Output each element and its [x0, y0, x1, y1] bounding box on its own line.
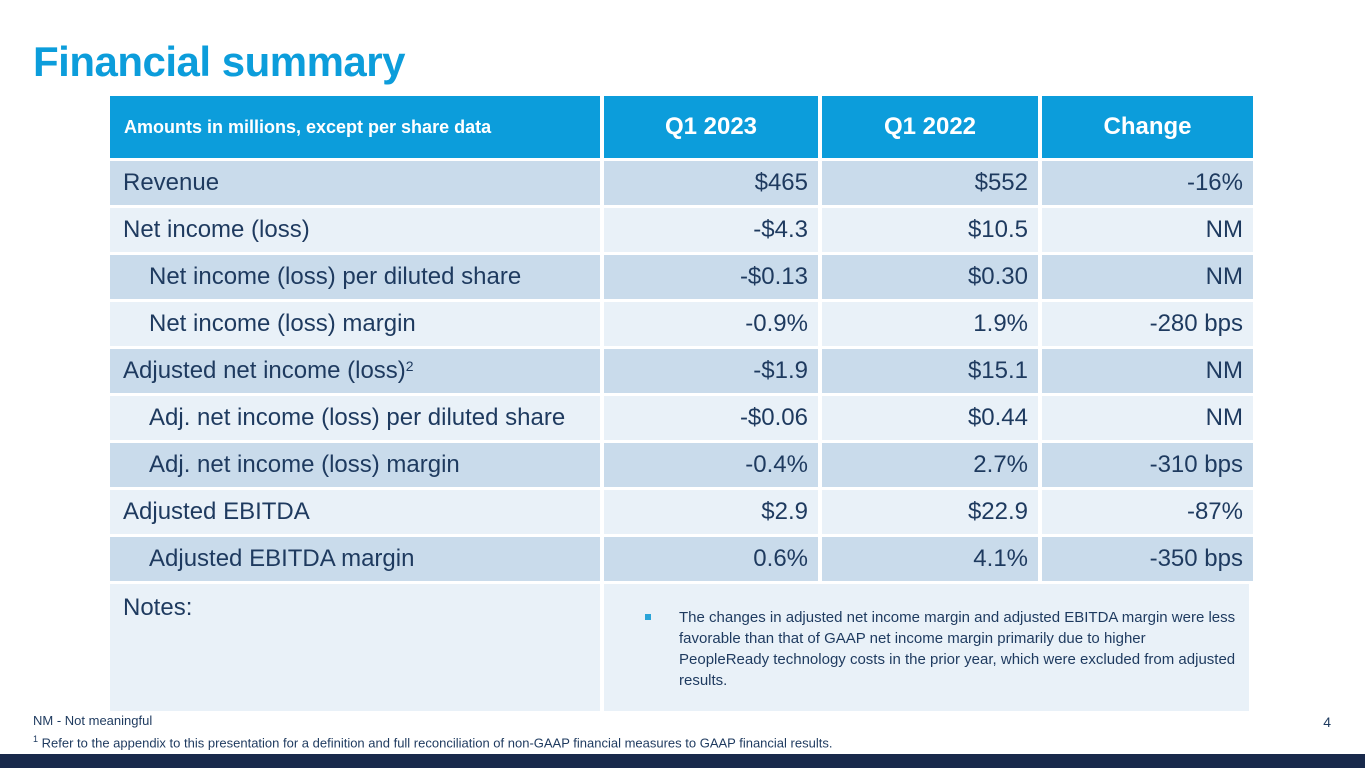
row-value-q1-2023: $2.9	[604, 490, 818, 534]
header-col-q1-2022: Q1 2022	[822, 96, 1038, 158]
table-notes-row: Notes: The changes in adjusted net incom…	[110, 584, 1253, 711]
row-value-q1-2023: -$0.06	[604, 396, 818, 440]
row-value-change: -280 bps	[1042, 302, 1253, 346]
row-value-q1-2022: 1.9%	[822, 302, 1038, 346]
nm-definition: NM - Not meaningful	[33, 713, 153, 728]
table-row-revenue: Revenue $465 $552 -16%	[110, 161, 1253, 205]
footnote-marker: 1	[33, 734, 39, 744]
row-value-change: NM	[1042, 396, 1253, 440]
row-label: Adjusted net income (loss)	[123, 357, 406, 384]
row-value-q1-2023: $465	[604, 161, 818, 205]
row-label: Adj. net income (loss) margin	[149, 451, 460, 478]
row-label: Net income (loss) margin	[149, 310, 416, 337]
header-col-change: Change	[1042, 96, 1253, 158]
row-value-q1-2023: -0.9%	[604, 302, 818, 346]
row-value-change: -87%	[1042, 490, 1253, 534]
row-value-q1-2023: -$4.3	[604, 208, 818, 252]
table-row-adjusted-ebitda-margin: Adjusted EBITDA margin 0.6% 4.1% -350 bp…	[110, 537, 1253, 581]
table-row-net-income: Net income (loss) -$4.3 $10.5 NM	[110, 208, 1253, 252]
row-label: Revenue	[123, 169, 220, 196]
table-header-row: Amounts in millions, except per share da…	[110, 96, 1253, 158]
page-title: Financial summary	[33, 38, 405, 85]
row-value-change: -350 bps	[1042, 537, 1253, 581]
gaap-footnote: 1 Refer to the appendix to this presenta…	[33, 734, 833, 751]
row-value-q1-2022: 2.7%	[822, 443, 1038, 487]
footnote-marker: 2	[405, 358, 414, 374]
row-value-change: NM	[1042, 255, 1253, 299]
header-amounts-label: Amounts in millions, except per share da…	[110, 96, 600, 158]
note-text: The changes in adjusted net income margi…	[679, 609, 1236, 689]
row-value-change: -16%	[1042, 161, 1253, 205]
table-row-adj-net-income-margin: Adj. net income (loss) margin -0.4% 2.7%…	[110, 443, 1253, 487]
row-value-q1-2022: $0.30	[822, 255, 1038, 299]
row-value-q1-2023: -$1.9	[604, 349, 818, 393]
header-col-q1-2023: Q1 2023	[604, 96, 818, 158]
row-value-q1-2022: $0.44	[822, 396, 1038, 440]
bullet-icon	[645, 614, 651, 620]
notes-body: The changes in adjusted net income margi…	[604, 584, 1249, 711]
table-row-adjusted-ebitda: Adjusted EBITDA $2.9 $22.9 -87%	[110, 490, 1253, 534]
row-value-q1-2022: $552	[822, 161, 1038, 205]
table-row-adj-net-income-per-diluted-share: Adj. net income (loss) per diluted share…	[110, 396, 1253, 440]
footer-bar	[0, 754, 1365, 768]
table-row-net-income-margin: Net income (loss) margin -0.9% 1.9% -280…	[110, 302, 1253, 346]
row-label: Adj. net income (loss) per diluted share	[149, 404, 566, 431]
footnotes: NM - Not meaningful 1 Refer to the appen…	[33, 712, 832, 752]
row-value-q1-2023: -$0.13	[604, 255, 818, 299]
notes-label: Notes:	[110, 584, 600, 711]
row-label: Adjusted EBITDA margin	[149, 545, 415, 572]
row-value-q1-2023: 0.6%	[604, 537, 818, 581]
row-label: Adjusted EBITDA	[123, 498, 310, 525]
row-label: Net income (loss)	[123, 216, 310, 243]
row-value-q1-2022: $10.5	[822, 208, 1038, 252]
row-value-q1-2022: $15.1	[822, 349, 1038, 393]
row-label: Net income (loss) per diluted share	[149, 263, 522, 290]
row-value-change: NM	[1042, 349, 1253, 393]
row-value-q1-2022: $22.9	[822, 490, 1038, 534]
row-value-q1-2023: -0.4%	[604, 443, 818, 487]
page-number: 4	[1323, 714, 1331, 730]
table-row-net-income-per-diluted-share: Net income (loss) per diluted share -$0.…	[110, 255, 1253, 299]
row-value-change: -310 bps	[1042, 443, 1253, 487]
row-value-q1-2022: 4.1%	[822, 537, 1038, 581]
row-value-change: NM	[1042, 208, 1253, 252]
financial-summary-table: Amounts in millions, except per share da…	[110, 96, 1253, 714]
table-row-adjusted-net-income: Adjusted net income (loss) 2 -$1.9 $15.1 …	[110, 349, 1253, 393]
